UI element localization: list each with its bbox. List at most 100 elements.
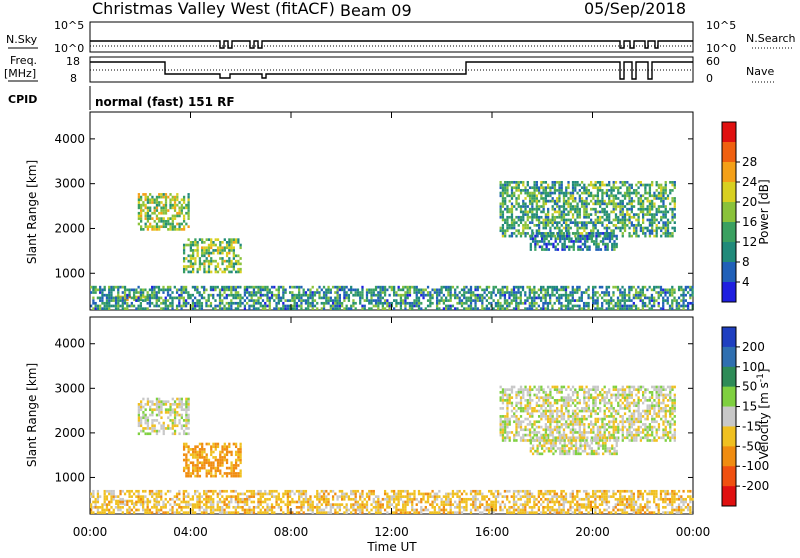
power-cell: [260, 297, 262, 300]
power-ytick-label: 1000: [54, 266, 85, 280]
velocity-cell: [339, 490, 341, 493]
power-cell: [610, 307, 612, 310]
velocity-cell: [581, 498, 583, 501]
velocity-cell: [477, 493, 479, 496]
power-cell: [671, 294, 673, 297]
velocity-cell: [233, 467, 235, 470]
power-cell: [651, 205, 653, 208]
power-cell: [572, 299, 574, 302]
power-cell: [502, 194, 504, 197]
velocity-cell: [153, 503, 155, 506]
power-cell: [597, 297, 599, 300]
velocity-cell: [327, 493, 329, 496]
power-cell: [499, 305, 501, 308]
velocity-cell: [264, 511, 266, 514]
power-cell: [613, 202, 615, 205]
power-cell: [305, 291, 307, 294]
power-cell: [637, 216, 639, 219]
power-cell: [257, 286, 259, 289]
power-cell: [262, 286, 264, 289]
velocity-cell: [513, 503, 515, 506]
velocity-cell: [554, 511, 556, 514]
power-cell: [511, 181, 513, 184]
velocity-cell: [470, 509, 472, 512]
station-title: Christmas Valley West (fitACF): [92, 0, 335, 18]
power-cell: [178, 209, 180, 212]
power-cell: [665, 184, 667, 187]
power-cell: [653, 302, 655, 305]
power-cell: [149, 305, 151, 308]
velocity-cell: [194, 493, 196, 496]
velocity-cell: [230, 501, 232, 504]
power-cell: [391, 288, 393, 291]
power-cell: [506, 307, 508, 310]
power-cell: [549, 227, 551, 230]
power-cell: [167, 228, 169, 231]
power-cell: [561, 205, 563, 208]
power-cell: [667, 235, 669, 238]
power-cell: [582, 235, 584, 238]
power-cell: [649, 299, 651, 302]
velocity-cell: [206, 459, 208, 462]
power-cell: [176, 196, 178, 199]
power-cell: [474, 294, 476, 297]
power-cell: [595, 208, 597, 211]
velocity-cell: [187, 448, 189, 451]
power-cell: [613, 243, 615, 246]
power-cell: [147, 196, 149, 199]
velocity-cell: [429, 493, 431, 496]
power-cell: [235, 260, 237, 263]
power-cell: [235, 297, 237, 300]
power-cell: [579, 194, 581, 197]
power-cell: [226, 302, 228, 305]
velocity-cell: [431, 503, 433, 506]
velocity-cell: [185, 467, 187, 470]
power-cell: [540, 221, 542, 224]
power-cell: [529, 294, 531, 297]
power-cell: [592, 299, 594, 302]
power-cell: [151, 225, 153, 228]
velocity-cell: [187, 427, 189, 430]
velocity-cell: [147, 506, 149, 509]
velocity-cell: [520, 490, 522, 493]
power-cell: [373, 299, 375, 302]
power-cell: [579, 245, 581, 248]
velocity-cell: [154, 424, 156, 427]
power-cell: [388, 302, 390, 305]
velocity-cell: [176, 411, 178, 414]
velocity-cell: [551, 509, 553, 512]
velocity-cell: [260, 490, 262, 493]
velocity-cell: [332, 503, 334, 506]
power-cell: [572, 297, 574, 300]
velocity-cell: [375, 495, 377, 498]
power-cell: [513, 205, 515, 208]
velocity-cell: [407, 493, 409, 496]
velocity-cell: [246, 503, 248, 506]
power-cell: [183, 249, 185, 252]
velocity-cell: [601, 490, 603, 493]
power-cell: [613, 200, 615, 203]
power-cell: [624, 192, 626, 195]
power-cell: [560, 286, 562, 289]
power-cell: [151, 302, 153, 305]
velocity-cell: [287, 501, 289, 504]
power-cell: [628, 216, 630, 219]
power-cell: [529, 202, 531, 205]
velocity-cell: [226, 495, 228, 498]
power-cell: [140, 215, 142, 218]
power-cell: [615, 186, 617, 189]
power-cell: [506, 186, 508, 189]
velocity-cell: [189, 503, 191, 506]
velocity-cell: [176, 424, 178, 427]
power-cell: [637, 213, 639, 216]
power-cell: [581, 232, 583, 235]
power-cell: [438, 307, 440, 310]
power-cell: [289, 286, 291, 289]
power-cell: [573, 245, 575, 248]
velocity-cell: [176, 414, 178, 417]
power-cell: [628, 186, 630, 189]
power-cell: [488, 307, 490, 310]
power-cell: [584, 237, 586, 240]
power-cell: [640, 211, 642, 214]
velocity-cell: [239, 445, 241, 448]
